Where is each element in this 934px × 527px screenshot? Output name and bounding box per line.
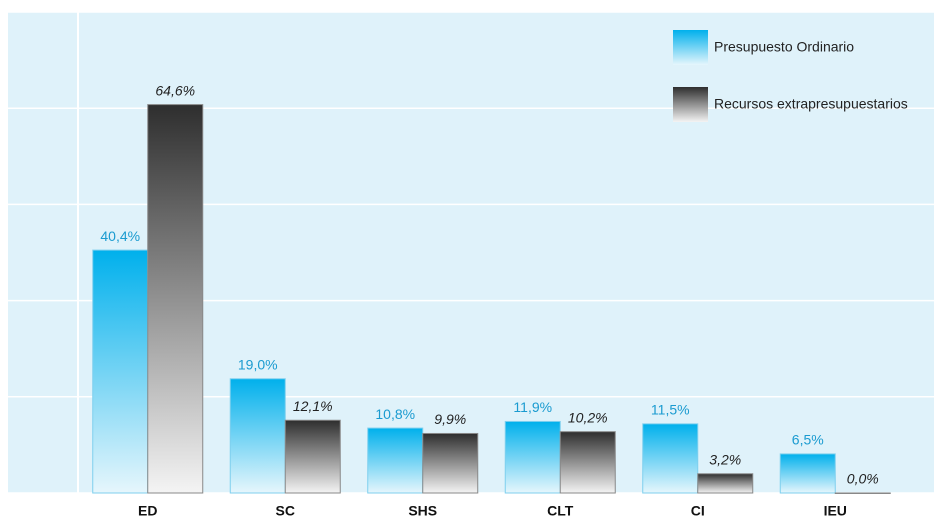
legend-swatch: [673, 87, 708, 122]
data-label: 9,9%: [434, 411, 466, 427]
data-label: 10,2%: [568, 409, 608, 425]
x-tick-label: CLT: [547, 503, 574, 519]
bar: [284, 419, 341, 494]
data-label: 11,9%: [513, 399, 552, 415]
data-label: 3,2%: [709, 451, 741, 467]
x-tick-label: ED: [138, 503, 157, 519]
bar: [559, 431, 616, 494]
x-tick-label: IEU: [824, 503, 847, 519]
data-label: 0,0%: [847, 471, 879, 487]
x-tick-label: SC: [276, 503, 295, 519]
x-tick-label: CI: [691, 503, 705, 519]
data-label: 11,5%: [651, 402, 690, 418]
legend-label: Presupuesto Ordinario: [714, 39, 854, 55]
data-label: 10,8%: [375, 406, 415, 422]
bar: [834, 492, 891, 494]
bar: [229, 378, 286, 494]
data-label: 6,5%: [792, 432, 824, 448]
bar: [367, 427, 424, 494]
data-label: 12,1%: [293, 398, 333, 414]
bar: [779, 453, 836, 494]
data-label: 40,4%: [100, 228, 140, 244]
legend-swatch: [673, 30, 708, 65]
bar: [504, 420, 561, 494]
bar: [422, 432, 479, 494]
bar: [147, 104, 204, 494]
bar: [642, 423, 699, 494]
data-label: 64,6%: [155, 82, 195, 98]
legend-label: Recursos extrapresupuestarios: [714, 96, 908, 112]
x-tick-label: SHS: [408, 503, 437, 519]
data-label: 19,0%: [238, 356, 278, 372]
bar: [92, 249, 149, 494]
bar: [697, 473, 754, 494]
